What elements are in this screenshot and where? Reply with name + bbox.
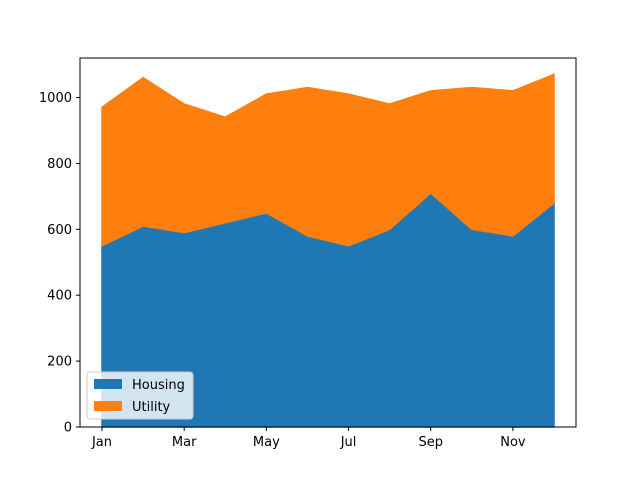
x-tick-label: Sep [418, 435, 443, 450]
area-edge-utility [101, 73, 555, 119]
x-tick-label: Jul [340, 435, 357, 450]
legend-label-housing: Housing [132, 378, 185, 393]
x-tick-label: Nov [500, 435, 526, 450]
legend-swatch-utility [94, 401, 122, 411]
y-axis: 0 200 400 600 800 1000 [39, 91, 80, 436]
y-tick-label: 800 [47, 157, 72, 172]
area-series-utility [101, 73, 555, 247]
x-tick-label: Mar [172, 435, 197, 450]
y-tick-label: 1000 [39, 91, 72, 106]
plot-areas [101, 73, 555, 428]
legend-label-utility: Utility [132, 400, 171, 415]
x-tick-label: May [253, 435, 280, 450]
legend: Housing Utility [86, 371, 194, 420]
x-axis: Jan Mar May Jul Sep Nov [91, 427, 526, 450]
legend-swatch-housing [94, 379, 122, 389]
y-tick-label: 200 [47, 355, 72, 370]
y-tick-label: 400 [47, 289, 72, 304]
y-tick-label: 600 [47, 223, 72, 238]
x-tick-label: Jan [91, 435, 112, 450]
y-tick-label: 0 [64, 421, 72, 436]
plot-frame [79, 57, 577, 428]
